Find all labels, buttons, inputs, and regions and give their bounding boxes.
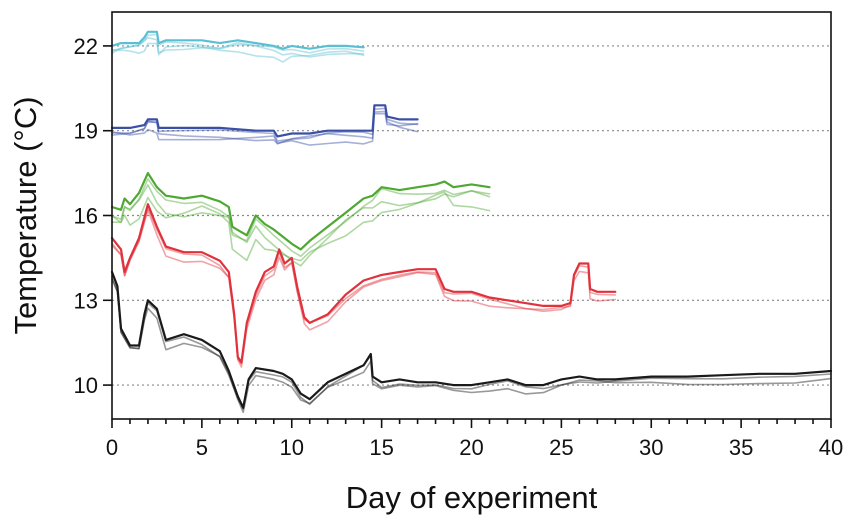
y-tick-label: 10 (74, 373, 98, 398)
series-0-trace-3 (111, 42, 365, 63)
series-0 (110, 30, 365, 63)
series-1 (110, 104, 419, 146)
series-2-trace-0 (110, 172, 491, 251)
x-tick-label: 15 (369, 435, 393, 460)
series-2-trace-1 (111, 178, 491, 258)
series-3-trace-2 (111, 209, 617, 368)
series-4 (110, 270, 833, 414)
series-0-trace-1 (111, 33, 365, 54)
series-1-trace-2 (111, 112, 419, 145)
x-tick-label: 30 (639, 435, 663, 460)
x-axis-title: Day of experiment (346, 480, 598, 515)
series-layer (110, 30, 833, 414)
x-tick-label: 10 (280, 435, 304, 460)
y-axis-title: Temperature (°C) (8, 96, 43, 334)
y-axis: 10 13 16 19 22 (74, 34, 112, 398)
x-tick-label: 20 (459, 435, 483, 460)
series-1-trace-0 (110, 104, 419, 138)
x-tick-label: 5 (196, 435, 208, 460)
x-tick-label: 25 (549, 435, 573, 460)
series-2-trace-2 (111, 184, 491, 267)
y-tick-label: 19 (74, 119, 98, 144)
series-1-trace-1 (111, 107, 419, 142)
y-tick-label: 13 (74, 288, 98, 313)
series-3-trace-1 (111, 206, 617, 365)
series-1-trace-3 (111, 110, 419, 146)
series-3-trace-0 (110, 203, 617, 364)
y-tick-label: 22 (74, 34, 98, 59)
series-0-trace-2 (111, 36, 365, 58)
x-tick-label: 40 (819, 435, 843, 460)
y-tick-label: 16 (74, 204, 98, 229)
series-4-trace-1 (111, 276, 832, 410)
x-tick-label: 35 (729, 435, 753, 460)
x-axis: 0 5 10 15 20 25 30 35 40 (106, 419, 843, 460)
x-tick-label: 0 (106, 435, 118, 460)
series-4-trace-2 (111, 278, 832, 414)
series-4-trace-0 (110, 270, 833, 409)
series-2 (110, 172, 491, 267)
series-2-trace-3 (111, 191, 491, 262)
series-3 (110, 203, 617, 368)
series-0-trace-0 (110, 30, 365, 50)
